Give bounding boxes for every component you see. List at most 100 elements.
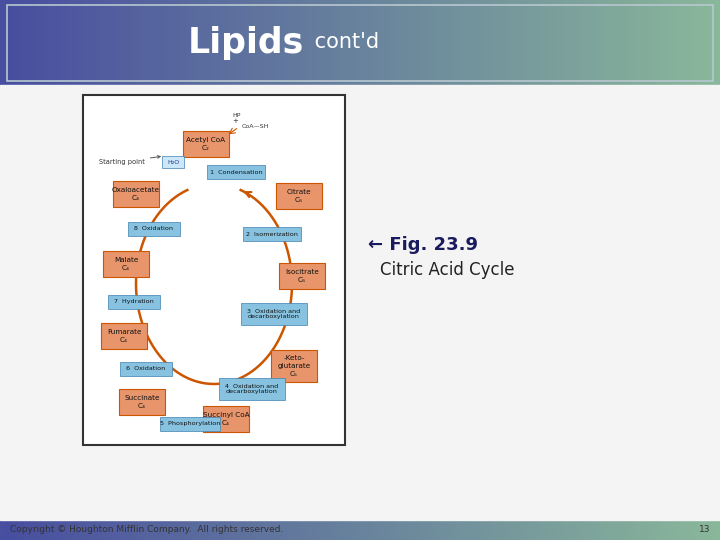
Bar <box>78 520 85 540</box>
Bar <box>594 0 601 85</box>
Bar <box>102 0 109 85</box>
Bar <box>600 0 607 85</box>
Bar <box>42 0 49 85</box>
Bar <box>276 0 283 85</box>
Bar <box>666 520 673 540</box>
Bar <box>546 0 553 85</box>
Bar <box>408 0 415 85</box>
Bar <box>582 0 589 85</box>
Bar <box>408 520 415 540</box>
Bar <box>480 0 487 85</box>
Bar <box>306 0 313 85</box>
Bar <box>203 406 249 432</box>
Bar <box>300 0 307 85</box>
Bar <box>279 263 325 289</box>
Text: Lipids: Lipids <box>188 25 304 59</box>
Bar <box>318 0 325 85</box>
Bar <box>108 295 160 309</box>
Bar <box>101 323 147 349</box>
Bar <box>306 520 313 540</box>
Text: Fumarate
C₄: Fumarate C₄ <box>107 329 141 343</box>
Text: Starting point: Starting point <box>99 156 160 165</box>
Bar <box>66 0 73 85</box>
Bar <box>414 520 421 540</box>
Bar <box>228 520 235 540</box>
Bar <box>714 0 720 85</box>
Bar <box>534 0 541 85</box>
Bar <box>474 0 481 85</box>
Bar <box>120 0 127 85</box>
Bar <box>258 0 265 85</box>
Text: Succinate
C₄: Succinate C₄ <box>125 395 160 409</box>
Text: H₂O: H₂O <box>167 159 179 165</box>
Bar <box>282 0 289 85</box>
Bar <box>330 520 337 540</box>
Bar <box>246 0 253 85</box>
Bar <box>360 0 367 85</box>
Bar <box>113 181 159 207</box>
Bar <box>474 520 481 540</box>
Text: 13: 13 <box>698 525 710 535</box>
Bar <box>294 0 301 85</box>
Bar <box>84 520 91 540</box>
Bar <box>60 0 67 85</box>
Text: Oxaloacetate
C₄: Oxaloacetate C₄ <box>112 187 160 201</box>
Text: 3  Oxidation and
decarboxylation: 3 Oxidation and decarboxylation <box>248 308 301 319</box>
Bar <box>624 520 631 540</box>
Bar <box>7 5 713 81</box>
Bar <box>30 520 37 540</box>
Bar <box>390 520 397 540</box>
Bar <box>24 0 31 85</box>
Bar <box>336 0 343 85</box>
Bar <box>558 520 565 540</box>
Bar <box>528 520 535 540</box>
Bar <box>600 520 607 540</box>
Bar <box>486 520 493 540</box>
Bar <box>168 520 175 540</box>
Bar <box>150 0 157 85</box>
Bar <box>444 0 451 85</box>
Bar <box>150 520 157 540</box>
Bar <box>300 520 307 540</box>
Bar <box>402 520 409 540</box>
Bar <box>144 520 151 540</box>
Bar <box>552 520 559 540</box>
Bar <box>438 520 445 540</box>
Bar <box>666 0 673 85</box>
Bar <box>48 0 55 85</box>
Bar <box>594 520 601 540</box>
Bar <box>372 0 379 85</box>
Bar <box>612 520 619 540</box>
Bar <box>534 520 541 540</box>
Bar <box>102 520 109 540</box>
Text: Isocitrate
C₆: Isocitrate C₆ <box>285 269 319 283</box>
Bar <box>241 303 307 325</box>
Bar <box>78 0 85 85</box>
Bar <box>42 520 49 540</box>
Bar <box>276 183 322 209</box>
Bar <box>588 0 595 85</box>
Text: HP: HP <box>232 113 240 118</box>
Bar <box>576 0 583 85</box>
Bar <box>414 0 421 85</box>
Bar <box>162 0 169 85</box>
Text: Citrate
C₆: Citrate C₆ <box>287 189 311 202</box>
Bar <box>246 520 253 540</box>
Bar <box>270 520 277 540</box>
Bar <box>540 520 547 540</box>
Bar <box>6 520 13 540</box>
Bar <box>234 0 241 85</box>
Bar <box>103 251 149 277</box>
Bar <box>108 520 115 540</box>
Bar <box>72 520 79 540</box>
Bar <box>708 520 715 540</box>
Bar <box>60 520 67 540</box>
Bar <box>420 520 427 540</box>
Bar <box>210 0 217 85</box>
Bar <box>684 0 691 85</box>
Text: +: + <box>232 118 238 124</box>
Bar <box>354 520 361 540</box>
Bar <box>678 520 685 540</box>
Bar <box>243 227 301 241</box>
Bar <box>219 378 285 400</box>
